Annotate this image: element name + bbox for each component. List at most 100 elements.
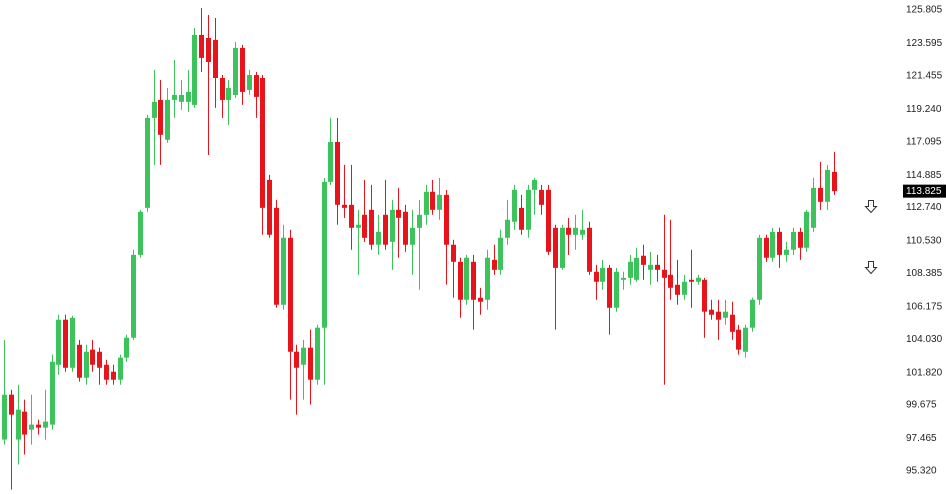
candle-body: [566, 227, 571, 235]
candle-body: [43, 421, 48, 428]
candle-body: [798, 231, 803, 248]
candle-body: [328, 141, 333, 182]
candle-body: [335, 141, 340, 205]
candle-body: [791, 231, 796, 250]
candle-body: [804, 211, 809, 248]
candle-body: [22, 411, 27, 435]
candle-body: [70, 317, 75, 368]
candle-body: [342, 204, 347, 208]
candle-body: [811, 187, 816, 228]
candle-body: [396, 209, 401, 218]
y-tick-label: 117.095: [906, 136, 942, 147]
candle-body: [505, 219, 510, 238]
candle-body: [628, 261, 633, 278]
last-price-label: 113.825: [906, 186, 942, 197]
candle-body: [50, 361, 55, 425]
candle-body: [233, 47, 238, 95]
y-tick-label: 114.885: [906, 170, 942, 181]
y-tick-label: 101.820: [906, 367, 943, 378]
candle-body: [206, 37, 211, 62]
candle-body: [607, 267, 612, 308]
candle-body: [104, 364, 109, 380]
candle-body: [145, 117, 150, 208]
candle-body: [750, 299, 755, 328]
candle-body: [655, 264, 660, 270]
candle-body: [770, 231, 775, 258]
candle-body: [614, 271, 619, 308]
y-tick-label: 106.175: [906, 301, 943, 312]
candle-body: [682, 281, 687, 295]
candle-body: [315, 327, 320, 380]
candle-body: [77, 344, 82, 378]
candle-body: [281, 237, 286, 305]
y-tick-label: 108.385: [906, 268, 943, 279]
candle-body: [29, 424, 34, 430]
candle-body: [437, 194, 442, 210]
y-tick-label: 121.455: [906, 70, 943, 81]
candle-body: [825, 169, 830, 202]
candle-body: [16, 409, 21, 440]
candle-body: [594, 271, 599, 282]
candle-body: [478, 297, 483, 302]
candle-body: [730, 314, 735, 332]
y-tick-label: 123.595: [906, 38, 943, 49]
candle-body: [254, 74, 259, 97]
candle-body: [560, 227, 565, 268]
candle-body: [369, 209, 374, 245]
candle-body: [213, 39, 218, 78]
candle-body: [362, 214, 367, 238]
candle-body: [784, 249, 789, 255]
candle-body: [580, 229, 585, 235]
candle-body: [322, 181, 327, 328]
candle-body: [84, 351, 89, 378]
candle-body: [526, 189, 531, 230]
candle-body: [240, 47, 245, 92]
candle-body: [832, 171, 837, 192]
candle-body: [390, 209, 395, 242]
candle-body: [226, 87, 231, 100]
candle-body: [777, 231, 782, 255]
y-tick-label: 95.320: [906, 466, 937, 477]
candle-body: [172, 94, 177, 100]
y-tick-label: 112.740: [906, 202, 942, 213]
candle-body: [743, 327, 748, 352]
candle-body: [186, 91, 191, 102]
y-tick-label: 110.530: [906, 236, 942, 247]
candle-body: [621, 277, 626, 280]
candle-body: [675, 284, 680, 295]
candle-body: [818, 187, 823, 202]
candle-body: [97, 351, 102, 368]
candle-body: [736, 329, 741, 350]
y-tick-label: 97.465: [906, 433, 937, 444]
candle-body: [634, 257, 639, 280]
candle-body: [349, 204, 354, 228]
candle-body: [492, 259, 497, 270]
candle-body: [356, 224, 361, 228]
candle-body: [648, 264, 653, 270]
candle-body: [573, 227, 578, 235]
candle-body: [512, 189, 517, 222]
candle-body: [308, 347, 313, 380]
candle-body: [757, 237, 762, 300]
candle-body: [138, 211, 143, 255]
candle-body: [288, 237, 293, 352]
last-price-box: [903, 184, 946, 198]
candle-body: [689, 279, 694, 282]
candle-body: [36, 424, 41, 428]
candle-body: [56, 319, 61, 365]
candle-body: [451, 244, 456, 262]
candle-body: [417, 214, 422, 228]
candle-body: [63, 319, 68, 368]
candle-body: [403, 211, 408, 245]
candle-body: [519, 207, 524, 230]
candle-body: [267, 179, 272, 235]
candle-body: [723, 311, 728, 318]
candle-body: [158, 99, 163, 135]
candle-body: [152, 101, 157, 118]
candle-body: [532, 179, 537, 190]
candle-body: [702, 279, 707, 312]
candle-body: [410, 227, 415, 245]
candle-body: [709, 309, 714, 315]
candle-body: [199, 34, 204, 58]
